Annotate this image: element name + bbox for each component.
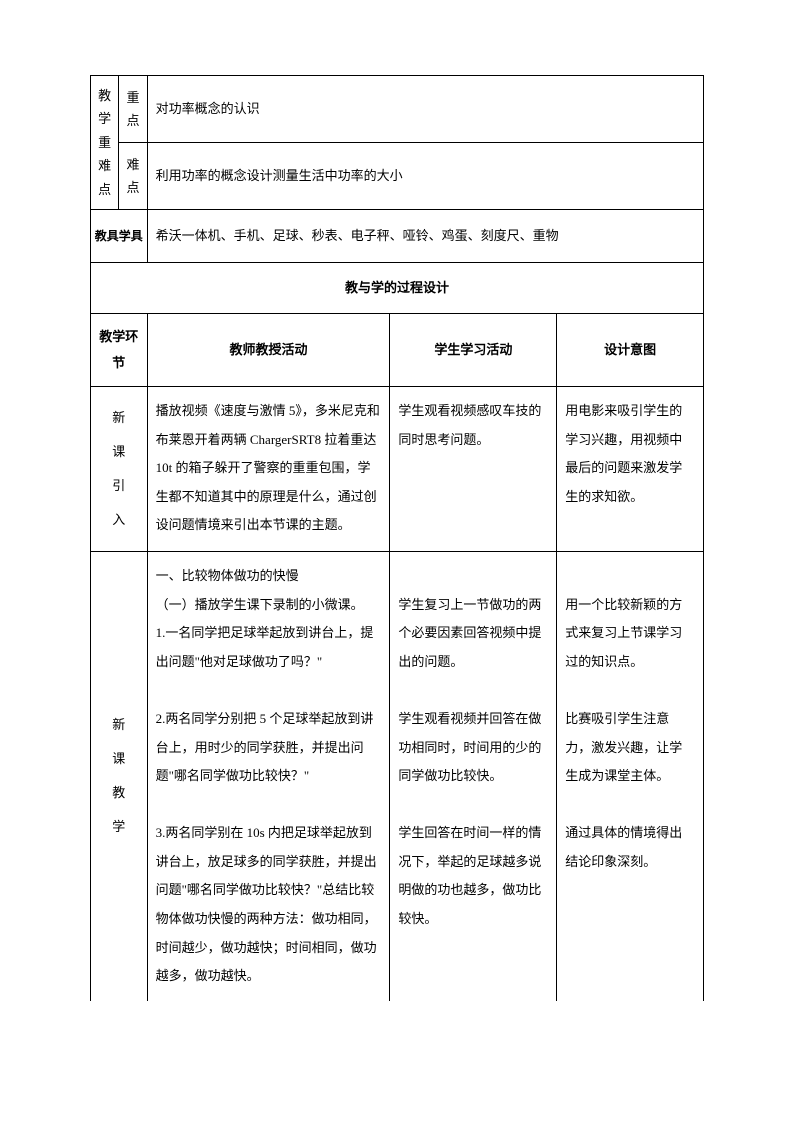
lesson-plan-table: 教 学 重 难 点 重 点 对功率概念的认识 难 点 利用功率的概念设计测量生活…	[90, 75, 704, 1001]
teaching-tools-row: 教具学具 希沃一体机、手机、足球、秒表、电子秤、哑铃、鸡蛋、刻度尺、重物	[91, 209, 704, 262]
key-point-content: 对功率概念的认识	[147, 76, 703, 143]
column-headers-row: 教学环节 教师教授活动 学生学习活动 设计意图	[91, 313, 704, 386]
intro-stage-label: 新 课 引 入	[91, 386, 148, 551]
teaching-teacher-activity: 一、比较物体做功的快慢 （一）播放学生课下录制的小微课。 1.一名同学把足球举起…	[147, 551, 390, 1000]
difficult-point-row: 难 点 利用功率的概念设计测量生活中功率的大小	[91, 142, 704, 209]
intro-teacher-activity: 播放视频《速度与激情 5》，多米尼克和布莱恩开着两辆 ChargerSRT8 拉…	[147, 386, 390, 551]
column-header-teacher: 教师教授活动	[147, 313, 390, 386]
column-header-intent: 设计意图	[557, 313, 704, 386]
teaching-row: 新 课 教 学 一、比较物体做功的快慢 （一）播放学生课下录制的小微课。 1.一…	[91, 551, 704, 1000]
process-title-row: 教与学的过程设计	[91, 262, 704, 313]
teaching-design-intent: 用一个比较新颖的方式来复习上节课学习过的知识点。 比赛吸引学生注意力，激发兴趣，…	[557, 551, 704, 1000]
key-point-label: 重 点	[119, 76, 147, 143]
column-header-student: 学生学习活动	[390, 313, 557, 386]
difficult-point-content: 利用功率的概念设计测量生活中功率的大小	[147, 142, 703, 209]
difficult-point-label: 难 点	[119, 142, 147, 209]
key-point-row: 教 学 重 难 点 重 点 对功率概念的认识	[91, 76, 704, 143]
process-design-title: 教与学的过程设计	[91, 262, 704, 313]
column-header-stage: 教学环节	[91, 313, 148, 386]
teaching-stage-label: 新 课 教 学	[91, 551, 148, 1000]
teaching-tools-content: 希沃一体机、手机、足球、秒表、电子秤、哑铃、鸡蛋、刻度尺、重物	[147, 209, 703, 262]
intro-design-intent: 用电影来吸引学生的学习兴趣，用视频中最后的问题来激发学生的求知欲。	[557, 386, 704, 551]
intro-student-activity: 学生观看视频感叹车技的同时思考问题。	[390, 386, 557, 551]
intro-row: 新 课 引 入 播放视频《速度与激情 5》，多米尼克和布莱恩开着两辆 Charg…	[91, 386, 704, 551]
teaching-tools-label: 教具学具	[91, 209, 148, 262]
teaching-keypoint-difficulty-header: 教 学 重 难 点	[91, 76, 119, 210]
teaching-student-activity: 学生复习上一节做功的两个必要因素回答视频中提出的问题。 学生观看视频并回答在做功…	[390, 551, 557, 1000]
